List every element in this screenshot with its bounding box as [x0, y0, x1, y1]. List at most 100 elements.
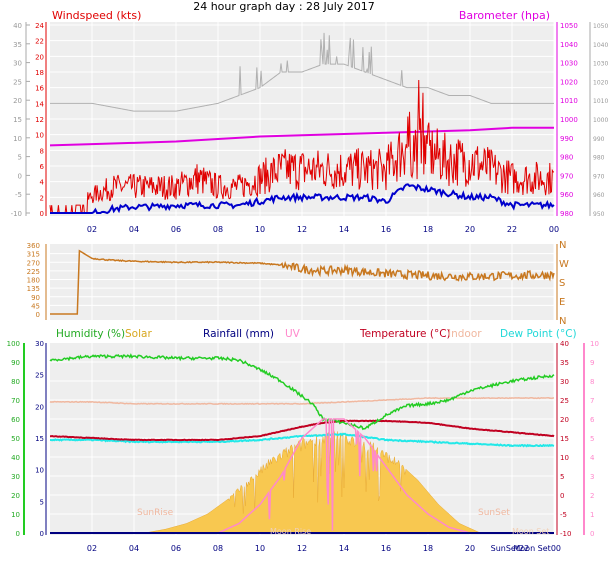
solar-label: Solar — [125, 328, 152, 340]
y-tick-label: 25 — [13, 78, 22, 86]
windspeed-line — [49, 80, 555, 214]
y-tick-label: 5 — [18, 154, 22, 162]
y2-outer-tick-label: 970 — [593, 173, 605, 180]
uv-tick-label: 8 — [590, 378, 594, 386]
y2-tick-label: 1030 — [560, 60, 578, 68]
y-tick-label: 24 — [35, 22, 44, 30]
humidity-tick-label: 60 — [11, 416, 20, 424]
y-tick-label: 45 — [31, 302, 40, 310]
x-tick-label: 12 — [297, 544, 307, 553]
uv-tick-label: 7 — [590, 397, 594, 405]
humidity-tick-label: 100 — [7, 340, 20, 348]
humidity-label: Humidity (%) — [56, 328, 125, 340]
temp-humidity-panel: Humidity (%) Solar Rainfall (mm) UV Temp… — [7, 328, 599, 553]
x-tick-label: 02 — [87, 225, 97, 234]
x-tick-label: 16 — [381, 544, 391, 553]
y-tick-label: 15 — [13, 116, 22, 124]
rain-tick-label: 25 — [35, 372, 44, 380]
humidity-tick-label: 40 — [11, 454, 20, 462]
y2-tick-label: 990 — [560, 135, 573, 143]
y2-tick-label: 1020 — [560, 78, 578, 86]
wind-baro-axes: -10-505101520253035400246810121416182022… — [11, 22, 608, 234]
x-tick-label: 22 — [507, 225, 517, 234]
x-tick-label: 20 — [465, 225, 475, 234]
humidity-line — [49, 353, 555, 431]
y-tick-label: 360 — [27, 242, 40, 250]
x-tick-label: 06 — [171, 544, 181, 553]
y2-outer-tick-label: 950 — [593, 211, 605, 218]
y-tick-label: 2 — [40, 194, 44, 202]
temp-tick-label: 40 — [560, 340, 569, 348]
uv-tick-label: 0 — [590, 530, 594, 538]
x-tick-label: 14 — [339, 544, 349, 553]
y2-tick-label: 970 — [560, 172, 573, 180]
moonrise-annotation: Moon Rise — [270, 527, 311, 536]
rain-tick-label: 5 — [40, 498, 44, 506]
x-tick-label: 04 — [129, 544, 139, 553]
y-tick-label: 180 — [27, 277, 40, 285]
uv-tick-label: 5 — [590, 435, 594, 443]
direction-line — [50, 249, 555, 315]
x-tick-label: 20 — [465, 544, 475, 553]
y2-tick-label: E — [559, 297, 565, 308]
x-tick-label: 10 — [255, 225, 265, 234]
x-tick-label: 10 — [255, 544, 265, 553]
y2-outer-tick-label: 1020 — [593, 79, 608, 86]
y-tick-label: 270 — [27, 259, 40, 267]
temp-tick-label: 30 — [560, 378, 569, 386]
y2-tick-label: N — [559, 240, 566, 251]
temp-tick-label: 35 — [560, 359, 569, 367]
solar-series — [144, 429, 481, 534]
x-tick-label: 04 — [129, 225, 139, 234]
humidity-tick-label: 70 — [11, 397, 20, 405]
y-tick-label: 0 — [40, 210, 44, 218]
rain-tick-label: 20 — [35, 403, 44, 411]
y-tick-label: 40 — [13, 22, 22, 30]
uv-tick-label: 3 — [590, 473, 594, 481]
temp-tick-label: 20 — [560, 416, 569, 424]
uv-tick-label: 9 — [590, 359, 594, 367]
x-tick-label: 18 — [423, 544, 433, 553]
y2-tick-label: N — [559, 316, 566, 327]
temp-tick-label: 15 — [560, 435, 569, 443]
temp-tick-label: 0 — [560, 492, 564, 500]
indoor-label: Indoor — [448, 328, 482, 340]
x-tick-label: 12 — [297, 225, 307, 234]
y2-outer-tick-label: 980 — [593, 155, 605, 162]
windavg-line — [50, 183, 555, 215]
x-tick-label: 16 — [381, 225, 391, 234]
y2-tick-label: 980 — [560, 210, 573, 218]
x-tick-label: 00 — [549, 225, 559, 234]
sun-moon-annotations: SunRise SunSet Moon Rise Moon Set — [137, 508, 549, 536]
rainfall-label: Rainfall (mm) — [203, 328, 274, 340]
y2-tick-label: 980 — [560, 154, 573, 162]
y-tick-label: 0 — [36, 311, 40, 319]
indoor-line — [49, 396, 555, 406]
y2-outer-tick-label: 960 — [593, 192, 605, 199]
humidity-tick-label: 50 — [11, 435, 20, 443]
windspeed-series — [49, 80, 555, 214]
temp-tick-label: 5 — [560, 473, 564, 481]
y-tick-label: 30 — [13, 60, 22, 68]
temp-tick-label: 10 — [560, 454, 569, 462]
y2-outer-tick-label: 1040 — [593, 42, 608, 49]
wind-baro-panel: Windspeed (kts) Barometer (hpa) -10 -5 0 5 1… — [11, 9, 608, 234]
y-tick-label: 12 — [35, 116, 44, 124]
y2-outer-tick-label: 990 — [593, 136, 605, 143]
gust-series — [50, 32, 554, 112]
x-tick-label: 02 — [87, 544, 97, 553]
y-tick-label: 20 — [13, 97, 22, 105]
uv-tick-label: 10 — [590, 340, 599, 348]
y2-tick-label: 1040 — [560, 41, 578, 49]
temp-humidity-axes: 0102030405060708090100051015202530-10-50… — [7, 340, 599, 553]
temp-tick-label: 25 — [560, 397, 569, 405]
solar-area — [144, 429, 481, 534]
y2-tick-label: 1050 — [560, 22, 578, 30]
y-tick-label: 6 — [40, 163, 45, 171]
temp-tick-label: -10 — [560, 530, 571, 538]
y-tick-label: 0 — [18, 172, 22, 180]
